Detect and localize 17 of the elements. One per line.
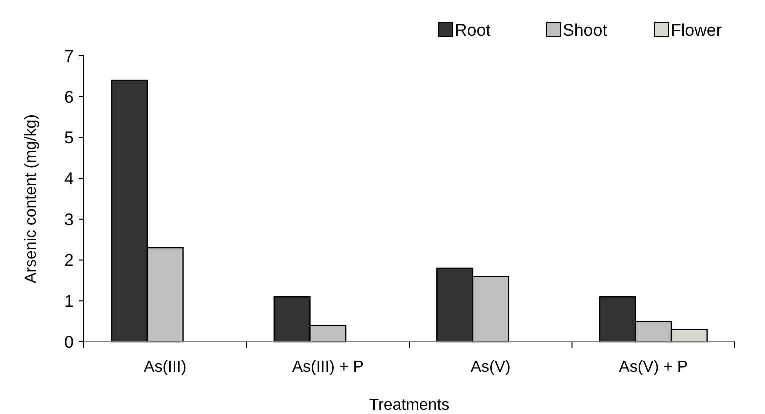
legend-label: Root — [455, 20, 492, 40]
y-tick-label: 2 — [64, 251, 74, 270]
legend-label: Shoot — [563, 20, 608, 40]
y-tick-label: 1 — [64, 292, 74, 312]
y-tick-label: 3 — [64, 210, 74, 230]
legend-label: Flower — [671, 20, 722, 40]
y-tick-label: 5 — [64, 128, 74, 148]
x-tick-label: As(III) — [144, 359, 187, 376]
x-axis-title: Treatments — [369, 397, 450, 414]
y-tick-label: 0 — [64, 332, 74, 352]
x-tick-label: As(V) — [470, 359, 511, 376]
y-tick-label: 4 — [64, 170, 74, 189]
y-axis-title: Arsenic content (mg/kg) — [23, 114, 40, 284]
x-tick-label: As(III) + P — [292, 359, 364, 376]
x-tick-label: As(V) + P — [619, 359, 688, 376]
y-tick-label: 6 — [64, 88, 74, 107]
y-tick-label: 7 — [64, 46, 74, 66]
